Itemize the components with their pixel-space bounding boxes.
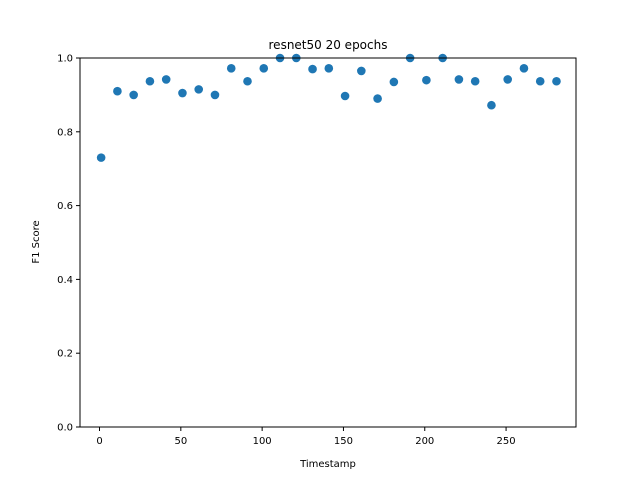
x-axis-label: Timestamp <box>299 459 356 470</box>
x-tick-label: 50 <box>174 436 187 447</box>
data-point <box>210 90 220 100</box>
chart-title: resnet50 20 epochs <box>269 38 388 52</box>
data-point <box>535 76 545 86</box>
data-point <box>129 90 138 100</box>
y-tick-label: 0.0 <box>57 423 73 434</box>
data-point <box>454 75 464 84</box>
data-point <box>243 76 252 86</box>
data-point <box>194 85 204 94</box>
data-point <box>96 153 106 162</box>
data-point <box>422 75 431 85</box>
data-point <box>503 75 512 84</box>
y-tick-label: 0.6 <box>57 201 73 212</box>
y-axis-label: F1 Score <box>31 220 42 263</box>
data-point <box>113 86 122 96</box>
data-point <box>324 64 334 73</box>
data-point <box>357 66 366 76</box>
y-tick-label: 0.8 <box>57 127 73 138</box>
data-point <box>340 91 350 101</box>
y-tick-label: 0.2 <box>57 349 73 360</box>
y-tick-label: 0.4 <box>57 275 73 286</box>
data-point <box>519 64 529 73</box>
data-point <box>487 100 496 110</box>
data-points <box>96 53 561 162</box>
data-point <box>259 64 269 73</box>
plot-area-frame <box>79 57 577 428</box>
x-tick-label: 150 <box>334 436 353 447</box>
x-tick-label: 200 <box>415 436 434 447</box>
data-point <box>389 77 399 87</box>
x-tick-label: 100 <box>253 436 272 447</box>
data-point <box>552 76 561 86</box>
data-point <box>226 64 236 73</box>
data-point <box>161 75 171 84</box>
data-point <box>308 64 317 74</box>
x-tick-label: 250 <box>497 436 516 447</box>
x-tick-label: 0 <box>96 436 102 447</box>
y-tick-label: 1.0 <box>57 54 73 65</box>
data-point <box>470 76 480 86</box>
data-point <box>178 88 187 98</box>
y-axis-ticks: 0.0 0.2 0.4 0.6 0.8 1.0 <box>57 54 80 434</box>
data-point <box>145 76 155 86</box>
data-point <box>373 94 382 103</box>
x-axis-ticks: 0 50 100 150 200 250 <box>96 427 516 447</box>
